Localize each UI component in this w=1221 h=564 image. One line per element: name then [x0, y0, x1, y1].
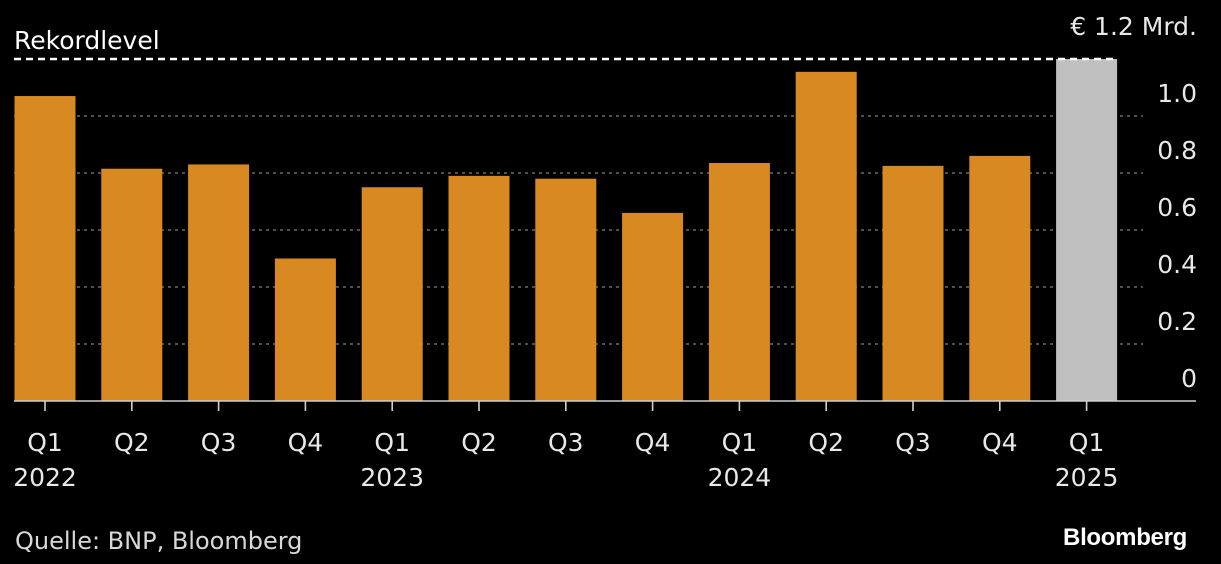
x-tick-label: Q4	[982, 428, 1018, 457]
bar	[188, 164, 250, 401]
record-reference: Rekordlevel € 1.2 Mrd.	[14, 12, 1197, 61]
unit-label: € 1.2 Mrd.	[1070, 12, 1197, 41]
bar	[14, 96, 76, 402]
bar	[795, 71, 857, 401]
bar	[622, 212, 684, 401]
bar	[101, 168, 163, 401]
x-tick-label: Q3	[548, 428, 584, 457]
bar	[882, 165, 944, 401]
record-label: Rekordlevel	[14, 26, 160, 55]
y-tick-label: 0.6	[1157, 193, 1197, 222]
x-tick-year: 2022	[13, 463, 77, 492]
x-tick-label: Q2	[461, 428, 497, 457]
x-tick-label: Q1	[722, 428, 758, 457]
y-tick-label: 1.0	[1157, 79, 1197, 108]
x-tick-label: Q1	[1069, 428, 1105, 457]
bar	[274, 258, 336, 401]
bloomberg-logo: Bloomberg	[1063, 524, 1187, 551]
y-tick-label: 0.4	[1157, 250, 1197, 279]
x-tick-label: Q4	[288, 428, 324, 457]
y-tick-label: 0	[1181, 364, 1197, 393]
bars	[14, 59, 1118, 402]
source-note: Quelle: BNP, Bloomberg	[15, 527, 303, 555]
bar	[361, 187, 423, 401]
bar	[448, 175, 510, 401]
bar	[535, 178, 597, 401]
y-tick-label: 0.8	[1157, 136, 1197, 165]
x-tick-label: Q4	[635, 428, 671, 457]
x-tick-label: Q2	[808, 428, 844, 457]
grid-lines	[14, 115, 1143, 345]
x-tick-year: 2025	[1055, 463, 1119, 492]
x-tick-label: Q3	[895, 428, 931, 457]
x-axis	[14, 400, 1196, 411]
x-tick-year: 2023	[360, 463, 424, 492]
bar	[708, 163, 770, 401]
highlight-bar	[1056, 59, 1118, 401]
x-tick-year: 2024	[708, 463, 772, 492]
bar	[969, 155, 1031, 401]
x-tick-label: Q3	[201, 428, 237, 457]
x-tick-label: Q1	[374, 428, 410, 457]
y-tick-label: 0.2	[1157, 307, 1197, 336]
x-axis-ticks: Q1 2022 Q2 Q3 Q4 Q1 2023 Q2 Q3 Q4 Q1 2024 Q2 Q3 Q4 Q1 20…	[13, 428, 1118, 492]
y-axis-ticks: 0 0.2 0.4 0.6 0.8 1.0	[1157, 79, 1197, 393]
x-tick-label: Q2	[114, 428, 150, 457]
x-tick-label: Q1	[27, 428, 63, 457]
